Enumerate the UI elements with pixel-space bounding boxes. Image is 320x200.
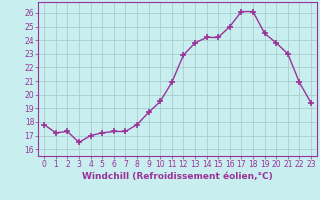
X-axis label: Windchill (Refroidissement éolien,°C): Windchill (Refroidissement éolien,°C) <box>82 172 273 181</box>
